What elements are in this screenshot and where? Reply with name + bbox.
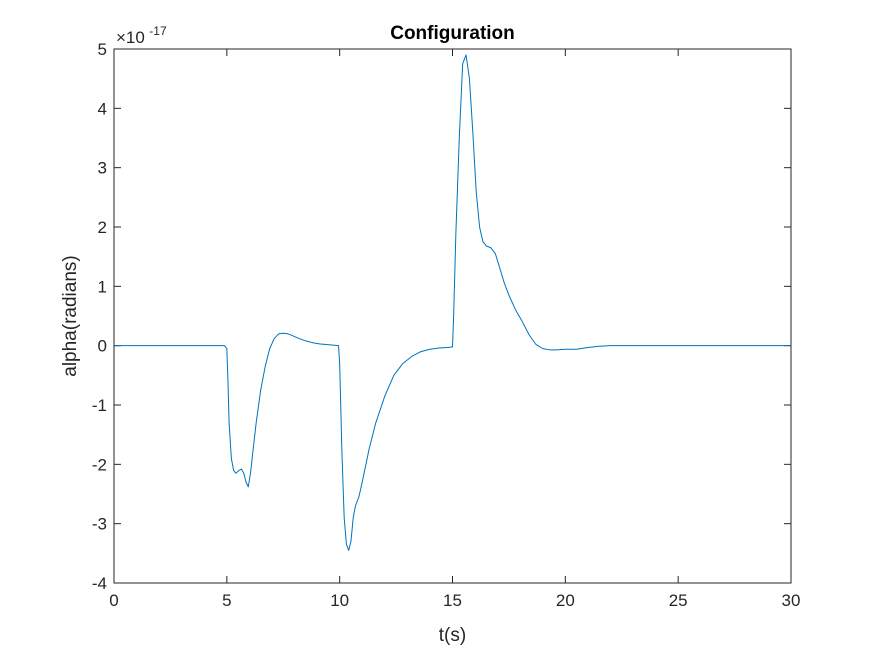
- y-tick-label: 3: [98, 159, 107, 178]
- y-tick-label: -1: [92, 396, 107, 415]
- y-tick-label: 5: [98, 40, 107, 59]
- y-tick-label: 4: [98, 99, 107, 118]
- plot-area: [114, 49, 791, 583]
- chart-title: Configuration: [390, 23, 515, 44]
- x-tick-label: 5: [222, 591, 231, 610]
- series-layer: [114, 54, 791, 551]
- y-exponent-power: -17: [149, 24, 167, 38]
- plot-frame: [113, 48, 792, 584]
- x-tick-label: 25: [669, 591, 688, 610]
- y-tick-label: 1: [98, 277, 107, 296]
- y-tick-label: -2: [92, 455, 107, 474]
- x-axis-label: t(s): [439, 625, 466, 646]
- y-exponent-base: ×10: [116, 28, 145, 47]
- y-tick-group: -4 -3 -2 -1 0 1 2 3 4 5: [92, 40, 791, 593]
- y-tick-label: -4: [92, 574, 107, 593]
- x-tick-group: 0 5 10 15 20 25 30: [109, 49, 800, 610]
- x-tick-label: 30: [782, 591, 801, 610]
- y-tick-label: -3: [92, 515, 107, 534]
- x-tick-label: 20: [556, 591, 575, 610]
- series-line: [114, 54, 791, 551]
- y-axis-label: alpha(radians): [60, 255, 81, 376]
- x-tick-label: 0: [109, 591, 118, 610]
- y-axis-exponent: ×10 -17: [116, 24, 167, 47]
- x-tick-label: 10: [330, 591, 349, 610]
- x-tick-label: 15: [443, 591, 462, 610]
- y-tick-label: 0: [98, 337, 107, 356]
- y-tick-label: 2: [98, 218, 107, 237]
